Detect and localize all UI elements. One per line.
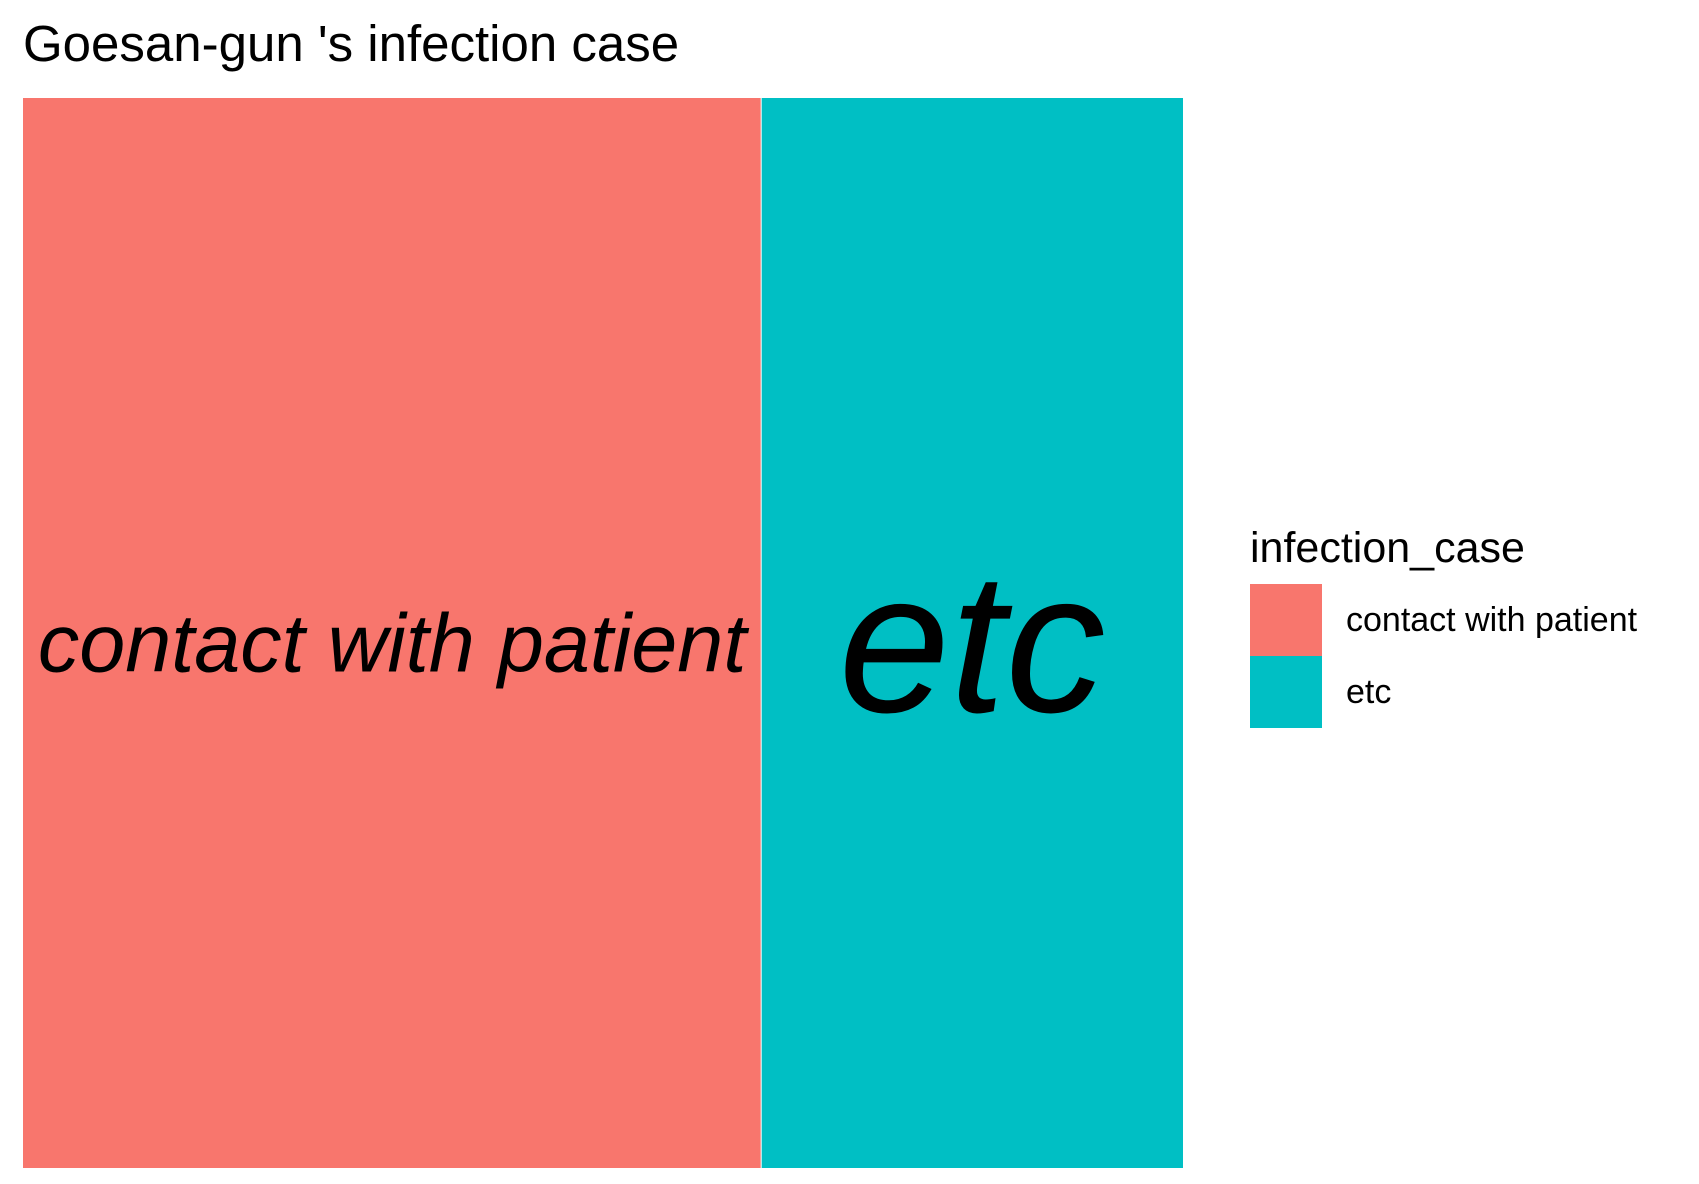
legend-title: infection_case — [1250, 524, 1525, 572]
legend-label-etc: etc — [1346, 672, 1392, 711]
legend-swatch-contact-with-patient — [1250, 584, 1322, 656]
legend-label-contact-with-patient: contact with patient — [1346, 600, 1638, 639]
treemap-tile-etc — [761, 98, 1183, 1168]
legend-swatch-etc — [1250, 656, 1322, 728]
chart-title: Goesan-gun 's infection case — [23, 15, 680, 72]
legend-items: contact with patient etc — [1250, 584, 1637, 728]
legend: infection_case contact with patient etc — [1250, 518, 1637, 728]
treemap-tile-contact-with-patient — [23, 98, 762, 1168]
treemap-label-etc: etc — [839, 532, 1106, 755]
treemap-label-contact-with-patient: contact with patient — [38, 597, 750, 690]
legend-item-contact-with-patient: contact with patient — [1250, 584, 1637, 656]
legend-item-etc: etc — [1250, 656, 1637, 728]
